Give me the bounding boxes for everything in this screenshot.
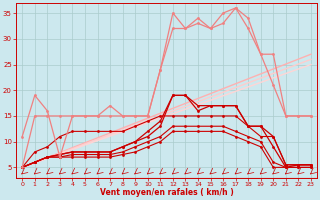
X-axis label: Vent moyen/en rafales ( km/h ): Vent moyen/en rafales ( km/h ) bbox=[100, 188, 234, 197]
